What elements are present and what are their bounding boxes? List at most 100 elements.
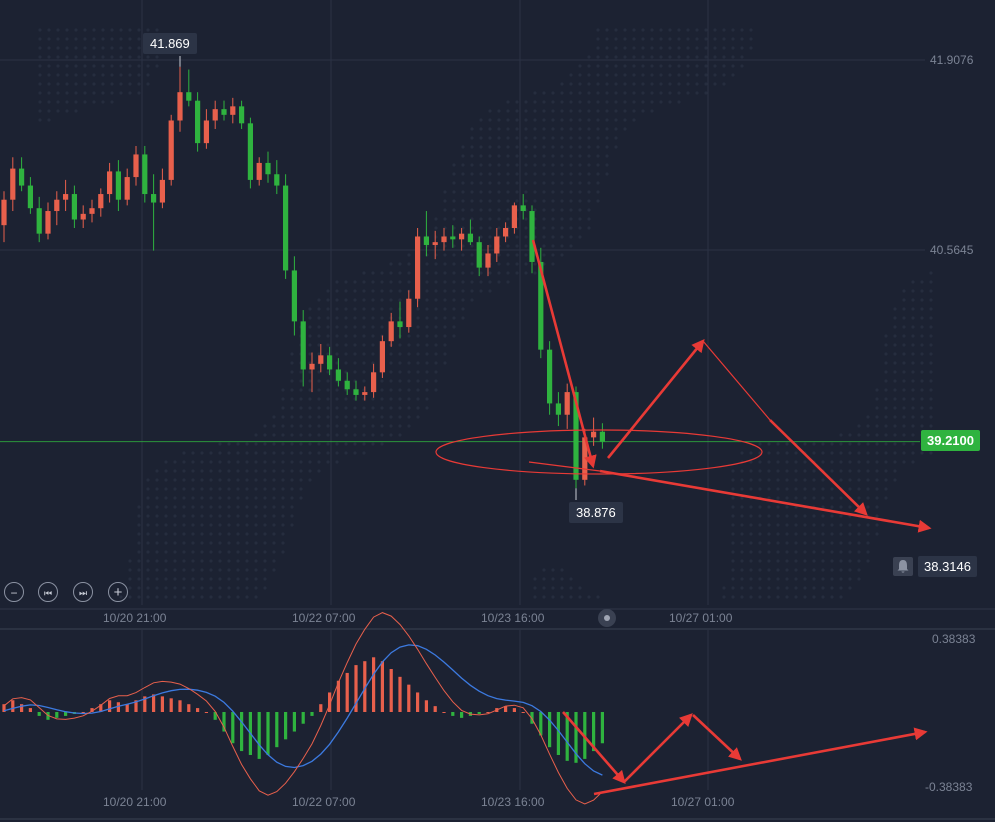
zoom-in-button[interactable]: + <box>108 582 128 602</box>
map-dot <box>587 136 591 140</box>
map-dot <box>461 190 465 194</box>
map-dot <box>155 532 159 536</box>
map-dot <box>407 262 411 266</box>
map-dot <box>452 307 456 311</box>
map-dot <box>524 154 528 158</box>
map-dot <box>623 55 627 59</box>
map-dot <box>479 118 483 122</box>
map-dot <box>182 523 186 527</box>
map-dot <box>209 523 213 527</box>
map-dot <box>596 91 600 95</box>
map-dot <box>497 226 501 230</box>
map-dot <box>857 460 861 464</box>
reversal-arrow <box>769 419 868 516</box>
map-dot <box>380 298 384 302</box>
map-dot <box>137 28 141 32</box>
candle-body <box>573 392 579 480</box>
map-dot <box>776 559 780 563</box>
map-dot <box>452 163 456 167</box>
scroll-forward-button[interactable]: ⏭ <box>73 582 93 602</box>
macd-histogram-bar <box>319 704 323 712</box>
map-dot <box>902 424 906 428</box>
current-price-tag: 39.2100 <box>921 430 980 451</box>
map-dot <box>551 127 555 131</box>
macd-histogram-bar <box>11 700 15 712</box>
map-dot <box>191 487 195 491</box>
map-dot <box>632 64 636 68</box>
map-dot <box>929 379 933 383</box>
map-dot <box>785 496 789 500</box>
map-dot <box>857 424 861 428</box>
map-dot <box>731 532 735 536</box>
map-dot <box>848 451 852 455</box>
map-dot <box>524 100 528 104</box>
map-dot <box>902 325 906 329</box>
zoom-out-button[interactable]: − <box>4 582 24 602</box>
map-dot <box>722 595 726 599</box>
macd-time-label-3: 10/23 16:00 <box>481 795 545 809</box>
map-dot <box>254 541 258 545</box>
map-dot <box>425 361 429 365</box>
map-dot <box>839 568 843 572</box>
map-dot <box>857 442 861 446</box>
map-dot <box>290 415 294 419</box>
map-dot <box>146 595 150 599</box>
map-dot <box>281 505 285 509</box>
map-dot <box>416 379 420 383</box>
map-dot <box>641 64 645 68</box>
map-dot <box>263 433 267 437</box>
map-dot <box>641 100 645 104</box>
map-dot <box>776 514 780 518</box>
map-dot <box>443 298 447 302</box>
map-dot <box>767 487 771 491</box>
bell-icon[interactable] <box>893 557 913 576</box>
map-dot <box>308 451 312 455</box>
map-dot <box>398 433 402 437</box>
macd-histogram-bar <box>486 712 490 713</box>
map-dot <box>380 388 384 392</box>
map-dot <box>407 424 411 428</box>
map-dot <box>173 550 177 554</box>
map-dot <box>272 505 276 509</box>
map-dot <box>326 307 330 311</box>
map-dot <box>380 397 384 401</box>
map-dot <box>443 361 447 365</box>
map-dot <box>497 271 501 275</box>
map-dot <box>758 523 762 527</box>
map-dot <box>488 136 492 140</box>
map-dot <box>425 289 429 293</box>
candle-body <box>212 109 218 121</box>
map-dot <box>542 181 546 185</box>
map-dot <box>164 469 168 473</box>
map-dot <box>506 244 510 248</box>
map-dot <box>794 568 798 572</box>
map-dot <box>650 46 654 50</box>
pane-resize-handle[interactable] <box>598 609 616 627</box>
map-dot <box>416 352 420 356</box>
map-dot <box>740 514 744 518</box>
map-dot <box>434 226 438 230</box>
map-dot <box>344 415 348 419</box>
map-dot <box>353 316 357 320</box>
map-dot <box>137 505 141 509</box>
map-dot <box>821 505 825 509</box>
map-dot <box>65 28 69 32</box>
map-dot <box>497 136 501 140</box>
map-dot <box>623 82 627 86</box>
map-dot <box>389 262 393 266</box>
map-dot <box>452 181 456 185</box>
map-dot <box>389 307 393 311</box>
map-dot <box>731 469 735 473</box>
map-dot <box>245 496 249 500</box>
map-dot <box>146 550 150 554</box>
map-dot <box>713 82 717 86</box>
map-dot <box>866 460 870 464</box>
scroll-back-button[interactable]: ⏮ <box>38 582 58 602</box>
alert-price-tag[interactable]: 38.3146 <box>918 556 977 577</box>
map-dot <box>209 568 213 572</box>
macd-histogram-bar <box>284 712 288 740</box>
map-dot <box>38 46 42 50</box>
map-dot <box>551 199 555 203</box>
map-dot <box>596 172 600 176</box>
